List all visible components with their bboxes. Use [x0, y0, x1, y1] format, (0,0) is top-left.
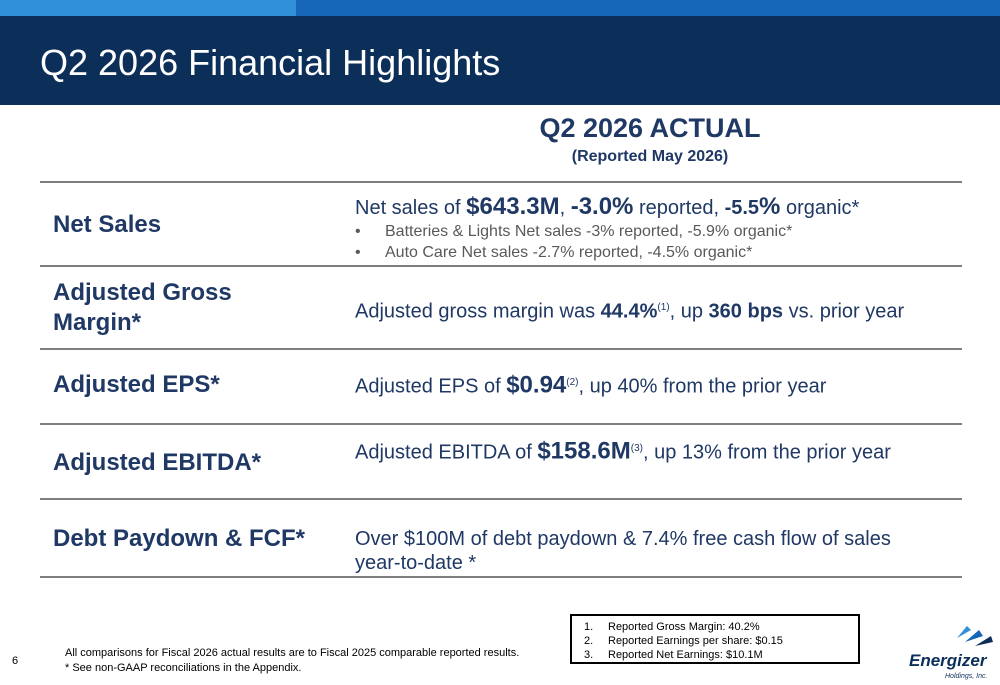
row-desc-eps: Adjusted EPS of $0.94(2), up 40% from th…: [355, 371, 827, 399]
top-accent-strip-light: [0, 0, 296, 16]
logo-subtext: Holdings, Inc.: [945, 673, 987, 680]
footnote: All comparisons for Fiscal 2026 actual r…: [65, 647, 520, 674]
row-label-debt-fcf: Debt Paydown & FCF*: [53, 525, 306, 552]
row-divider: [40, 348, 962, 350]
bullet-item: • Batteries & Lights Net sales -3% report…: [355, 223, 793, 240]
row-desc-gross-margin: Adjusted gross margin was 44.4%(1), up 3…: [355, 300, 905, 323]
row-divider: [40, 498, 962, 500]
energizer-logo: Energizer Holdings, Inc.: [909, 626, 993, 680]
row-label-net-sales: Net Sales: [53, 211, 162, 238]
page-number: 6: [12, 655, 19, 667]
reported-notes-box: 1. Reported Gross Margin: 40.2% 2. Reporte…: [570, 614, 860, 664]
column-title: Q2 2026 ACTUAL: [539, 113, 761, 143]
row-desc-net-sales: Net sales of $643.3M, -3.0% reported, -5…: [355, 193, 860, 220]
row-divider: [40, 265, 962, 267]
note-item: 3. Reported Net Earnings: $10.1M: [584, 649, 763, 661]
note-item: 2. Reported Earnings per share: $0.15: [584, 635, 783, 647]
row-divider: [40, 181, 962, 183]
logo-mark-dark: [975, 636, 993, 646]
row-divider: [40, 576, 962, 578]
row-desc-debt-fcf: Over $100M of debt paydown & 7.4% free c…: [355, 528, 891, 574]
net-sales-bullets: • Batteries & Lights Net sales -3% report…: [355, 221, 792, 263]
row-label-eps: Adjusted EPS*: [53, 371, 220, 398]
column-subtitle: (Reported May 2026): [571, 148, 729, 165]
note-item: 1. Reported Gross Margin: 40.2%: [584, 621, 760, 633]
logo-wordmark: Energizer: [909, 651, 988, 670]
logo-mark-mid: [965, 630, 983, 642]
header-bar: [0, 16, 1000, 105]
row-label-gross-margin: Adjusted Gross Margin*: [53, 279, 232, 336]
row-desc-ebitda: Adjusted EBITDA of $158.6M(3), up 13% fr…: [355, 437, 891, 465]
page-title: Q2 2026 Financial Highlights: [40, 42, 501, 83]
row-divider: [40, 423, 962, 425]
logo-mark-light: [957, 626, 971, 638]
bullet-item: • Auto Care Net sales -2.7% reported, -4.…: [355, 244, 753, 261]
top-accent-strip-dark: [296, 0, 1000, 16]
row-label-ebitda: Adjusted EBITDA*: [53, 449, 262, 476]
